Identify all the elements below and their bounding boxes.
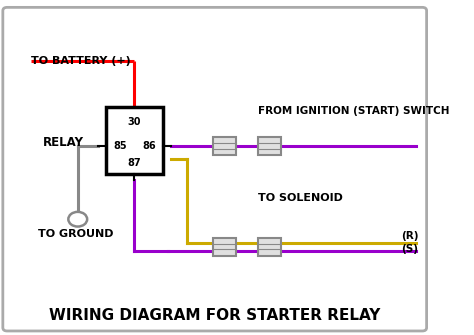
Text: TO SOLENOID: TO SOLENOID [257, 193, 342, 203]
Text: 86: 86 [142, 141, 155, 151]
Text: RELAY: RELAY [43, 136, 84, 149]
Text: 87: 87 [128, 157, 141, 168]
Bar [106, 108, 164, 174]
Bar [212, 137, 236, 155]
Bar [257, 238, 281, 256]
Text: (S): (S) [401, 244, 418, 254]
Text: TO GROUND: TO GROUND [38, 229, 113, 239]
Text: FROM IGNITION (START) SWITCH: FROM IGNITION (START) SWITCH [257, 106, 449, 116]
Text: WIRING DIAGRAM FOR STARTER RELAY: WIRING DIAGRAM FOR STARTER RELAY [49, 309, 381, 324]
Text: TO BATTERY (+): TO BATTERY (+) [31, 56, 130, 66]
Text: (R): (R) [401, 231, 419, 241]
Text: 30: 30 [128, 118, 141, 127]
Text: 85: 85 [113, 141, 127, 151]
Bar [257, 137, 281, 155]
Bar [212, 238, 236, 256]
FancyBboxPatch shape [3, 7, 427, 331]
Circle shape [68, 212, 87, 226]
